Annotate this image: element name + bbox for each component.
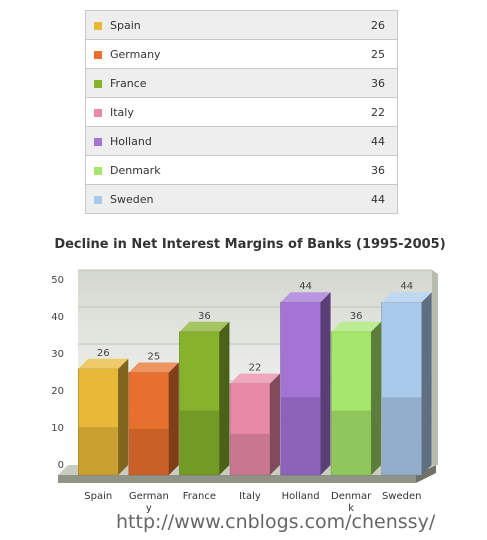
- x-tick-label: German: [129, 491, 169, 502]
- legend-label: France: [110, 68, 299, 98]
- legend-value: 25: [298, 39, 398, 69]
- bar-top: [179, 321, 230, 332]
- x-tick-label: Denmar: [331, 491, 372, 502]
- legend-row: Spain 26: [85, 10, 398, 40]
- x-tick-label: y: [146, 503, 152, 514]
- legend-value: 36: [298, 155, 398, 185]
- legend-value: 44: [298, 184, 398, 214]
- legend-row: Germany 25: [85, 39, 398, 69]
- legend-swatch-cell: [85, 10, 110, 40]
- bar-value-label: 36: [350, 311, 363, 322]
- y-tick-label: 30: [51, 349, 64, 360]
- bar-side: [219, 321, 230, 475]
- x-tick-label: Sweden: [382, 491, 422, 502]
- chart-title: Decline in Net Interest Margins of Banks…: [54, 237, 446, 252]
- bar-shade: [179, 410, 220, 475]
- legend-row: Sweden 44: [85, 184, 398, 214]
- x-tick-label: Holland: [282, 491, 320, 502]
- legend-swatch: [94, 195, 102, 204]
- chart-wall-edge: [432, 270, 438, 465]
- bar-value-label: 44: [299, 281, 312, 292]
- legend-swatch: [94, 50, 102, 59]
- legend-swatch-cell: [85, 184, 110, 214]
- bar-shade: [78, 427, 119, 475]
- bar-side: [118, 358, 129, 475]
- legend-value: 22: [298, 97, 398, 127]
- bar-top: [128, 362, 179, 373]
- bar-value-label: 22: [249, 363, 262, 374]
- legend-swatch-cell: [85, 97, 110, 127]
- bar-top: [331, 321, 382, 332]
- legend-row: Holland 44: [85, 126, 398, 156]
- legend-swatch-cell: [85, 155, 110, 185]
- bar-shade: [230, 433, 270, 475]
- bar-value-label: 36: [198, 311, 211, 322]
- bar-value-label: 44: [400, 281, 413, 292]
- bar-top: [230, 373, 280, 384]
- y-tick-label: 20: [51, 386, 64, 397]
- legend-swatch-cell: [85, 126, 110, 156]
- bar-value-label: 26: [97, 348, 110, 359]
- legend-label: Germany: [110, 39, 299, 69]
- bar-top: [280, 292, 331, 303]
- legend-value: 26: [298, 10, 398, 40]
- y-tick-label: 10: [51, 423, 64, 434]
- legend-swatch-cell: [85, 68, 110, 98]
- bar-top: [381, 292, 432, 303]
- bar-shade: [331, 410, 372, 475]
- bar-side: [270, 373, 280, 475]
- bar-side: [320, 292, 331, 475]
- bar-shade: [280, 397, 321, 475]
- legend-table-body: Spain 26 Germany 25 France 36 Italy 22 Holland 44…: [85, 10, 398, 214]
- legend-swatch: [94, 79, 102, 88]
- x-tick-label: Spain: [84, 491, 112, 502]
- legend-swatch: [94, 166, 102, 175]
- x-tick-label: k: [348, 503, 354, 514]
- watermark-text: http://www.cnblogs.com/chenssy/: [116, 511, 436, 533]
- y-tick-label: 0: [58, 460, 64, 471]
- legend-label: Spain: [110, 10, 299, 40]
- y-tick-label: 40: [51, 312, 64, 323]
- legend-swatch: [94, 21, 102, 30]
- x-tick-label: France: [183, 491, 216, 502]
- legend-label: Sweden: [110, 184, 299, 214]
- chart-floor-front: [58, 475, 416, 483]
- legend-row: France 36: [85, 68, 398, 98]
- bar-shade: [128, 428, 169, 475]
- legend-value: 44: [298, 126, 398, 156]
- legend-swatch: [94, 137, 102, 146]
- legend-label: Italy: [110, 97, 299, 127]
- chart-floor-side: [416, 465, 436, 483]
- legend-swatch-cell: [85, 39, 110, 69]
- bar-side: [168, 362, 179, 475]
- legend-table: Spain 26 Germany 25 France 36 Italy 22 Holland 44…: [85, 10, 398, 214]
- bar-side: [371, 321, 382, 475]
- legend-swatch: [94, 108, 102, 117]
- bar-side: [421, 292, 432, 475]
- x-tick-label: Italy: [239, 491, 261, 502]
- bar-top: [78, 358, 129, 369]
- bar-value-label: 25: [147, 352, 160, 363]
- y-tick-label: 50: [51, 275, 64, 286]
- bar-shade: [381, 397, 422, 475]
- legend-row: Italy 22: [85, 97, 398, 127]
